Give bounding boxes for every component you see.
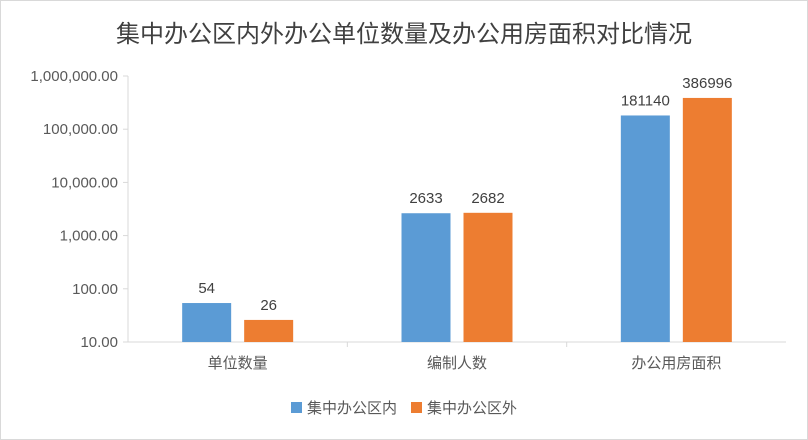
x-axis: 单位数量 编制人数 办公用房面积: [128, 341, 786, 372]
data-label: 26: [260, 297, 277, 314]
bar: [244, 319, 294, 342]
bar: [401, 213, 451, 342]
data-label: 2633: [409, 190, 442, 207]
bar: [620, 115, 670, 342]
legend-label: 集中办公区外: [427, 399, 517, 417]
x-tick-label: 办公用房面积: [631, 354, 721, 372]
bar: [463, 212, 513, 342]
data-label: 181140: [621, 92, 670, 109]
bar: [682, 97, 732, 342]
x-tick-label: 单位数量: [208, 354, 268, 372]
y-tick-label: 100,000.00: [43, 121, 118, 138]
y-axis: 10.00 100.00 1,000.00 10,000.00 100,000.00 1,…: [30, 68, 129, 351]
data-label: 386996: [682, 75, 732, 92]
legend-swatch: [291, 402, 302, 413]
x-tick-label: 编制人数: [427, 354, 487, 372]
y-tick-label: 100.00: [72, 281, 118, 298]
legend-label: 集中办公区内: [307, 399, 397, 417]
chart-title: 集中办公区内外办公单位数量及办公用房面积对比情况: [116, 20, 692, 48]
data-label: 54: [198, 280, 215, 297]
data-label: 2682: [471, 190, 504, 207]
data-labels: 54 26 2633 2682 181140 386996: [198, 75, 732, 314]
bars: [182, 97, 732, 342]
y-tick-label: 10,000.00: [51, 174, 118, 191]
y-tick-label: 1,000,000.00: [30, 68, 118, 85]
y-tick-label: 1,000.00: [60, 228, 118, 245]
legend: 集中办公区内 集中办公区外: [291, 399, 517, 417]
legend-swatch: [411, 402, 422, 413]
bar: [182, 303, 232, 342]
y-tick-label: 10.00: [80, 334, 118, 351]
